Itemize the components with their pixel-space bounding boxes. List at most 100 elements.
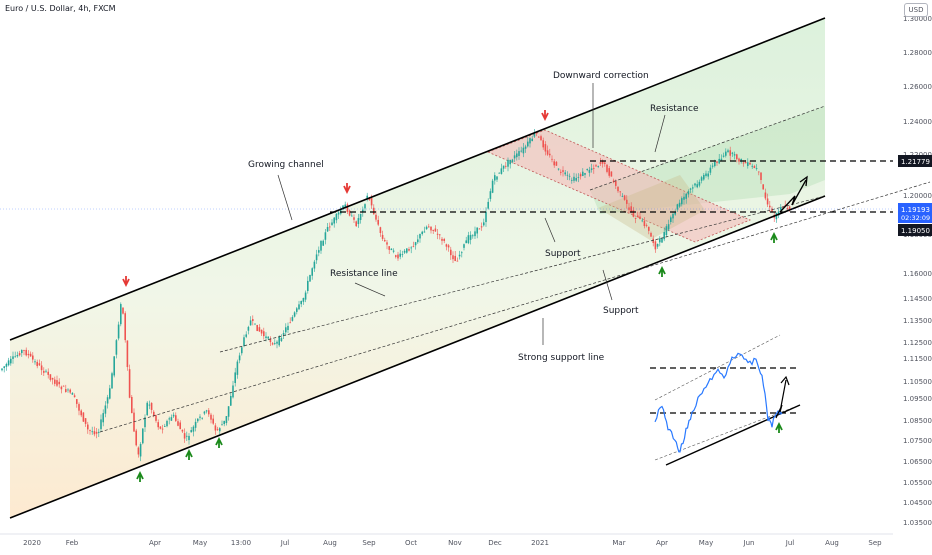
candle-body <box>494 175 496 181</box>
candle-body <box>711 165 714 167</box>
candle-body <box>720 158 723 161</box>
inset-projection-arrowhead <box>780 375 790 386</box>
candle-body <box>58 381 60 385</box>
candle-body <box>610 171 613 177</box>
inset-lower-dashed <box>654 404 801 461</box>
candle-body <box>432 229 434 231</box>
candle-body <box>575 177 577 181</box>
time-axis[interactable]: 2020 Feb Apr May 13:00 Jul Aug Sep Oct Nov Dec 2021… <box>23 539 882 547</box>
candle-body <box>606 164 608 172</box>
candle-body <box>562 170 564 172</box>
inset-support-line <box>665 404 801 466</box>
candle-body <box>744 161 747 164</box>
candle-body <box>401 254 404 256</box>
symbol-title[interactable]: Euro / U.S. Dollar, 4h, FXCM <box>5 4 116 13</box>
candle-body <box>60 386 63 390</box>
candle-body <box>265 336 267 339</box>
candle-body <box>80 410 82 416</box>
time-tick-label: Jul <box>785 539 795 547</box>
inset-projection <box>775 379 787 419</box>
candle-body <box>518 151 520 156</box>
inset-price-line <box>654 352 783 453</box>
price-axis[interactable]: 1.300001.280001.260001.240001.220001.200… <box>903 15 932 527</box>
candle-body <box>595 165 597 167</box>
candle-body <box>159 426 162 429</box>
candle-body <box>381 234 384 239</box>
candle-body <box>564 172 566 175</box>
candle-body <box>538 136 540 138</box>
price-tick-label: 1.24000 <box>903 118 932 126</box>
inset-upper-dashed <box>654 334 781 401</box>
candle-body <box>725 151 727 156</box>
candle-body <box>98 431 100 433</box>
candle-body <box>221 424 223 426</box>
candle-body <box>232 385 234 398</box>
candle-body <box>760 172 762 180</box>
candle-body <box>142 428 144 444</box>
candle-body <box>179 422 181 430</box>
candle-body <box>54 379 56 384</box>
candle-body <box>500 168 503 174</box>
candle-body <box>256 324 258 332</box>
candle-body <box>782 207 784 209</box>
candle-body <box>271 343 274 345</box>
candle-body <box>120 304 122 325</box>
candle-body <box>533 133 536 137</box>
candle-body <box>749 162 751 165</box>
time-tick-label: Sep <box>868 539 882 547</box>
candle-body <box>700 177 703 181</box>
candle-body <box>263 331 265 337</box>
candle-body <box>461 252 463 254</box>
currency-badge[interactable]: USD <box>904 3 928 17</box>
candle-body <box>166 420 168 427</box>
candle-body <box>623 195 626 200</box>
candle-body <box>665 226 668 236</box>
time-tick-label: Dec <box>488 539 502 547</box>
candle-body <box>406 248 408 253</box>
candle-body <box>326 227 329 232</box>
candle-body <box>412 246 415 248</box>
candle-body <box>392 250 395 252</box>
candle-body <box>626 199 628 204</box>
candle-body <box>403 250 406 253</box>
candle-body <box>683 196 685 200</box>
callout-resistance-line <box>354 282 386 297</box>
candle-body <box>463 244 465 248</box>
candle-body <box>571 179 573 181</box>
candle-body <box>278 336 280 346</box>
candle-body <box>302 297 305 302</box>
candle-body <box>509 159 511 165</box>
candle-body <box>16 355 19 357</box>
label-resistance-line: Resistance line <box>330 269 398 279</box>
candle-body <box>3 366 5 369</box>
callout-support-2 <box>602 269 613 301</box>
price-tick-label: 1.03500 <box>903 519 932 527</box>
candle-body <box>502 165 505 169</box>
candle-body <box>236 361 239 375</box>
candle-body <box>731 152 734 154</box>
candle-body <box>696 184 698 188</box>
current-price-tag: 1.19193 02:32:09 <box>898 203 932 223</box>
candle-body <box>311 268 313 276</box>
candle-body <box>168 418 170 420</box>
price-tick-label: 1.14500 <box>903 295 932 303</box>
price-tick-label: 1.10500 <box>903 378 932 386</box>
candle-body <box>78 404 80 411</box>
resistance-level-value: 1.21779 <box>901 158 930 166</box>
candle-body <box>714 162 716 167</box>
candle-body <box>348 210 351 216</box>
candle-body <box>104 405 107 414</box>
candle-body <box>648 226 650 231</box>
candle-body <box>386 242 388 245</box>
candle-body <box>487 201 489 209</box>
arrow-up-icon <box>775 421 783 433</box>
candle-body <box>650 232 652 237</box>
time-tick-label: Nov <box>448 539 462 547</box>
candle-body <box>542 140 544 148</box>
candle-body <box>359 213 362 220</box>
candle-body <box>49 374 52 380</box>
candle-body <box>467 235 470 244</box>
label-resistance: Resistance <box>650 104 699 114</box>
candle-body <box>89 430 91 431</box>
